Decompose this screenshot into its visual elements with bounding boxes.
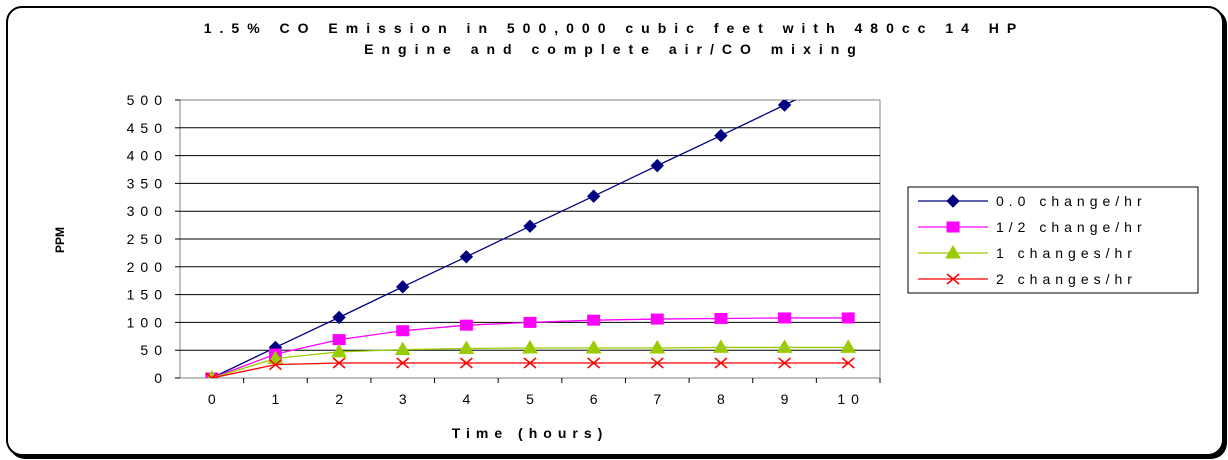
x-mark-stroke bbox=[396, 357, 410, 369]
legend-label: 0.0 change/hr bbox=[996, 193, 1147, 209]
x-axis-title: Time (hours) bbox=[452, 425, 609, 441]
x-mark-stroke bbox=[714, 357, 728, 369]
x-tick-label: 2 bbox=[335, 391, 349, 407]
chart-title-line1: 1.5% CO Emission in 500,000 cubic feet w… bbox=[204, 20, 1025, 36]
x-mark-stroke bbox=[778, 357, 792, 369]
data-point-triangle bbox=[649, 339, 666, 354]
data-point-diamond bbox=[777, 100, 792, 112]
data-point-x bbox=[714, 357, 728, 369]
data-point-x bbox=[587, 357, 601, 369]
y-tick-label: 350 bbox=[127, 175, 168, 191]
data-point-square bbox=[523, 316, 537, 328]
data-point-x bbox=[946, 273, 960, 285]
data-point-square bbox=[396, 325, 410, 337]
legend: 0.0 change/hr 1/2 change/hr 1 changes/hr 2 … bbox=[907, 186, 1199, 294]
data-point-square bbox=[841, 312, 855, 324]
legend-label: 2 changes/hr bbox=[996, 271, 1137, 287]
data-point-x bbox=[841, 357, 855, 369]
x-mark-stroke bbox=[459, 357, 473, 369]
x-mark-stroke bbox=[841, 357, 855, 369]
x-tick-label: 4 bbox=[462, 391, 476, 407]
data-point-square bbox=[587, 314, 601, 326]
y-tick-label: 500 bbox=[127, 92, 168, 108]
data-point-diamond bbox=[714, 128, 728, 143]
data-point-diamond bbox=[946, 194, 960, 208]
data-point-triangle bbox=[945, 245, 961, 259]
x-tick-label: 10 bbox=[837, 391, 865, 407]
y-tick-label: 50 bbox=[140, 342, 168, 358]
series-2 bbox=[207, 339, 857, 378]
data-point-diamond bbox=[396, 280, 410, 294]
data-point-triangle bbox=[394, 341, 411, 356]
data-point-triangle bbox=[585, 339, 602, 354]
legend-label: 1/2 change/hr bbox=[996, 219, 1147, 235]
y-tick-label: 200 bbox=[127, 259, 168, 275]
data-point-x bbox=[650, 357, 664, 369]
data-point-x bbox=[396, 357, 410, 369]
y-tick-label: 400 bbox=[127, 148, 168, 164]
data-point-x bbox=[523, 357, 537, 369]
data-point-triangle bbox=[458, 340, 475, 355]
data-point-triangle bbox=[713, 339, 729, 353]
data-point-square bbox=[778, 312, 792, 324]
x-mark-stroke bbox=[650, 357, 664, 369]
x-tick-label: 6 bbox=[590, 391, 604, 407]
data-point-x bbox=[205, 372, 219, 378]
y-tick-label: 450 bbox=[127, 120, 168, 136]
x-tick-label: 0 bbox=[208, 391, 222, 407]
legend-label: 1 changes/hr bbox=[996, 245, 1137, 261]
x-mark-stroke bbox=[332, 357, 346, 369]
x-mark-stroke bbox=[210, 372, 219, 378]
data-point-diamond bbox=[650, 158, 664, 173]
data-point-x bbox=[459, 357, 473, 369]
series-1 bbox=[205, 312, 855, 378]
x-tick-label: 9 bbox=[781, 391, 795, 407]
x-tick-label: 8 bbox=[717, 391, 731, 407]
x-mark-stroke bbox=[946, 273, 960, 285]
y-tick-label: 0 bbox=[154, 370, 168, 386]
x-axis-ticks: 0 1 2 3 4 5 6 7 8 9 10 bbox=[208, 378, 881, 407]
legend-entry: 1 changes/hr bbox=[918, 245, 1137, 261]
y-axis-ticks: 0 50 100 150 200 250 300 350 400 450 500 bbox=[127, 92, 180, 386]
series-group bbox=[205, 100, 857, 378]
x-tick-label: 3 bbox=[399, 391, 413, 407]
x-tick-label: 7 bbox=[653, 391, 667, 407]
x-mark-stroke bbox=[268, 359, 282, 371]
data-point-square bbox=[459, 319, 473, 331]
series-3 bbox=[205, 357, 855, 378]
data-point-triangle bbox=[776, 339, 793, 353]
y-tick-label: 300 bbox=[127, 203, 168, 219]
data-point-square bbox=[332, 334, 346, 346]
y-tick-label: 250 bbox=[127, 231, 168, 247]
x-tick-label: 1 bbox=[272, 391, 286, 407]
data-point-triangle bbox=[331, 343, 347, 358]
legend-entry: 2 changes/hr bbox=[918, 271, 1137, 287]
x-mark-stroke bbox=[587, 357, 601, 369]
data-point-square bbox=[946, 221, 960, 233]
x-tick-label: 5 bbox=[526, 391, 540, 407]
data-point-x bbox=[332, 357, 346, 369]
y-axis-title: PPM bbox=[53, 227, 67, 253]
chart-title-line2: Engine and complete air/CO mixing bbox=[364, 41, 864, 57]
data-point-triangle bbox=[840, 339, 857, 353]
data-point-diamond bbox=[332, 310, 346, 325]
data-point-square bbox=[714, 313, 728, 325]
x-mark-stroke bbox=[205, 372, 213, 378]
data-point-diamond bbox=[523, 219, 537, 233]
data-point-diamond bbox=[586, 189, 601, 203]
legend-entry: 1/2 change/hr bbox=[918, 219, 1147, 235]
data-point-triangle bbox=[522, 339, 538, 354]
y-tick-label: 150 bbox=[127, 287, 168, 303]
x-mark-stroke bbox=[523, 357, 537, 369]
y-tick-label: 100 bbox=[127, 314, 168, 330]
data-point-triangle bbox=[267, 350, 284, 365]
data-point-diamond bbox=[459, 250, 474, 264]
data-point-x bbox=[268, 359, 282, 371]
legend-entry: 0.0 change/hr bbox=[918, 193, 1147, 209]
data-point-square bbox=[650, 313, 664, 325]
data-point-x bbox=[778, 357, 792, 369]
